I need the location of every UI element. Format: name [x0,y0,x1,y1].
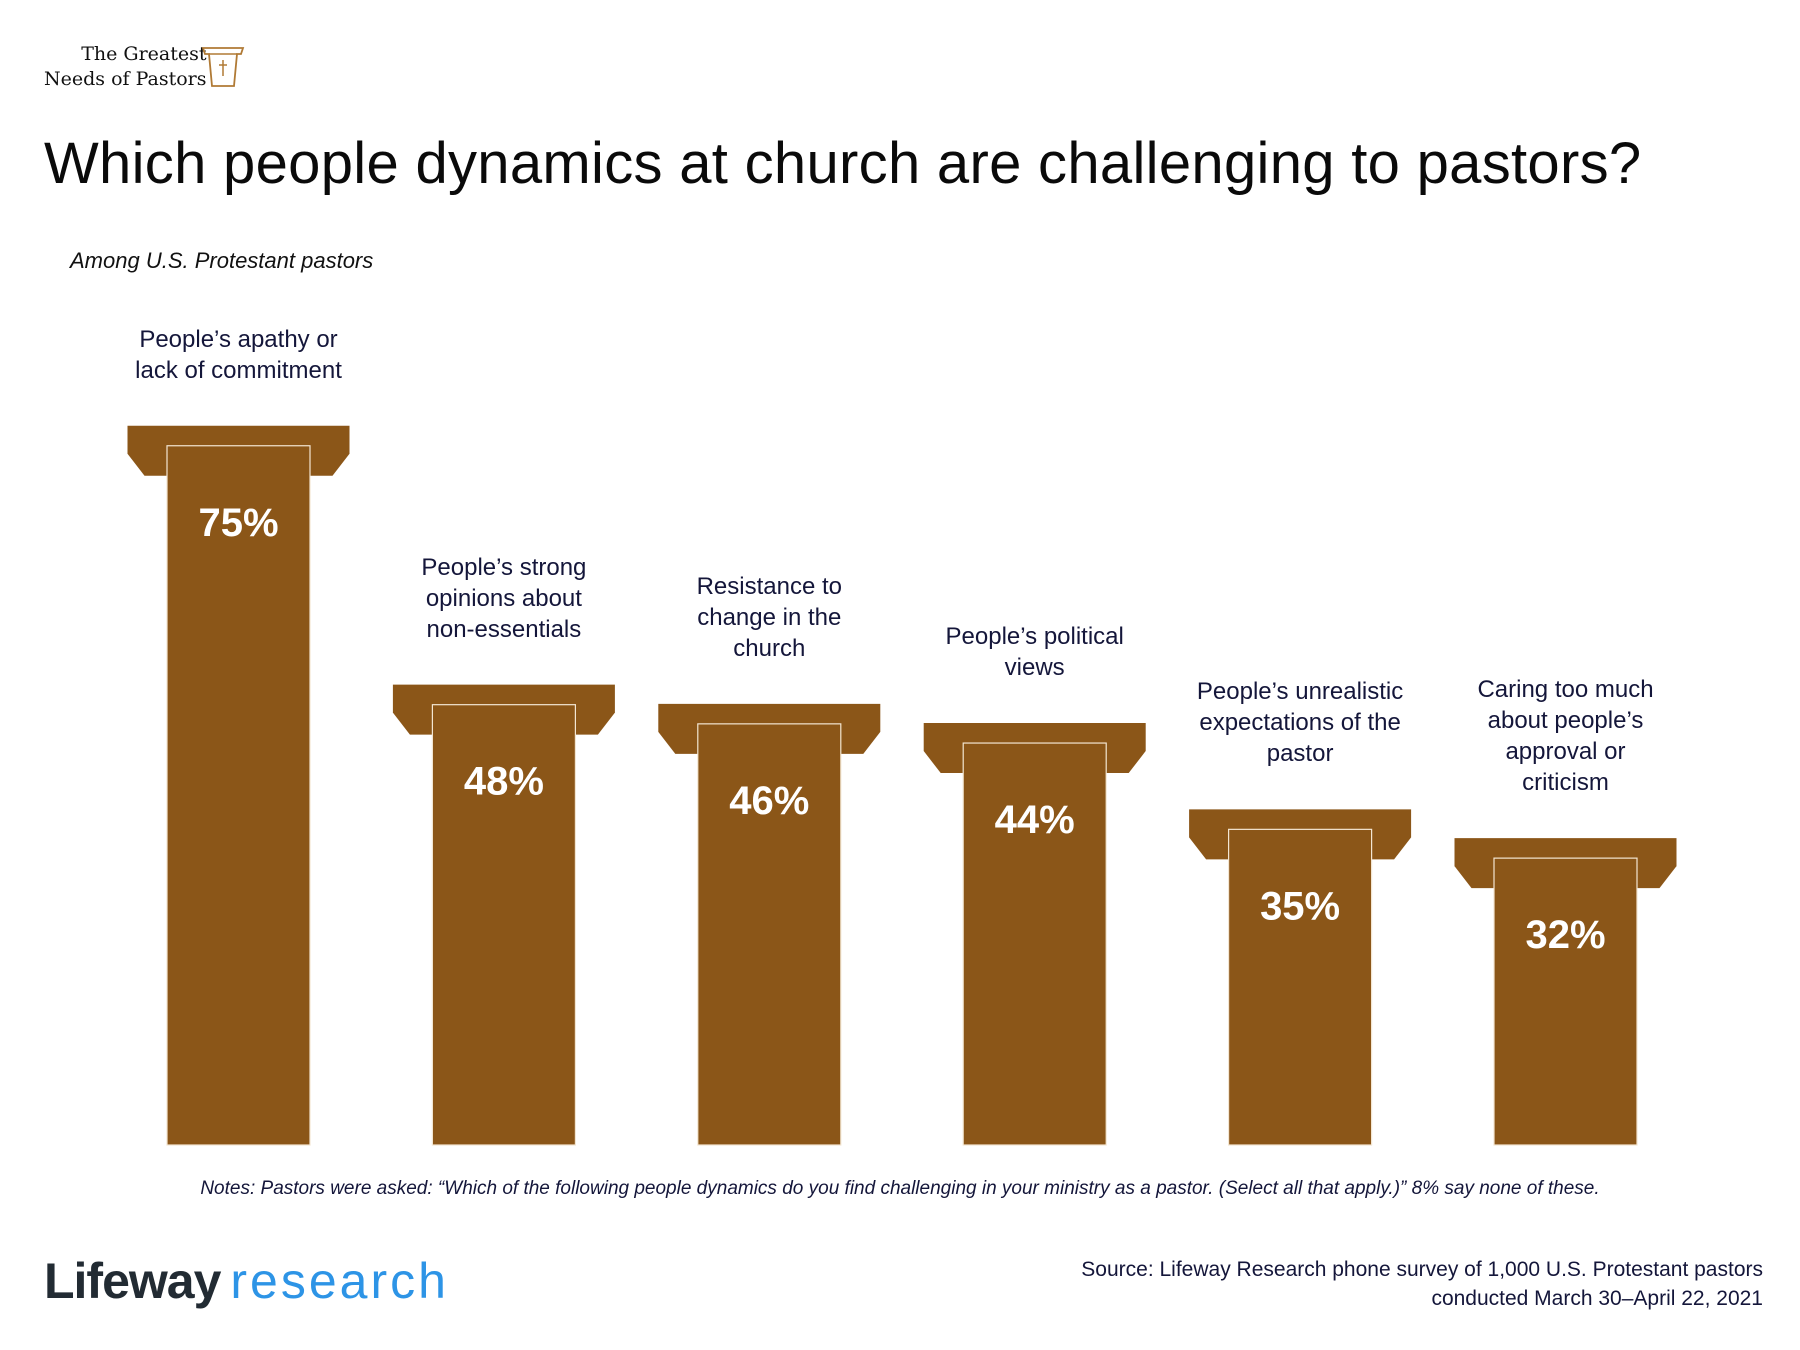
category-label: People’s strong opinions about non-essenti… [374,552,634,645]
value-label: 32% [1525,913,1605,957]
category-label-line: change in the [697,603,842,631]
category-label-line: about people’s [1487,707,1644,735]
category-label-line: expectations of the [1199,709,1401,737]
series-brand: The Greatest Needs of Pastors [44,42,207,92]
bar [1493,857,1638,1146]
category-label-line: People’s apathy or [139,325,338,353]
bar [962,742,1107,1146]
category-label-line: People’s unrealistic [1196,678,1404,706]
source-text: Source: Lifeway Research phone survey of… [1081,1255,1763,1313]
category-label-line: criticism [1522,769,1609,797]
category-label-line: People’s political [945,623,1124,651]
category-label-line: opinions about [425,584,582,612]
chart-notes: Notes: Pastors were asked: “Which of the… [200,1178,1600,1199]
brand-line-1: The Greatest [81,43,207,65]
value-label: 35% [1260,884,1340,928]
value-label: 44% [995,798,1075,842]
category-label: Resistance to change in the church [639,571,899,664]
category-label-line: views [1004,654,1065,682]
category-label-line: People’s strong [421,553,587,581]
lifeway-research-logo: Lifeway research [44,1252,449,1310]
category-label-line: Caring too much [1477,676,1654,704]
category-label-line: pastor [1266,740,1334,768]
bar [431,704,576,1146]
category-label: Caring too much about people’s approval or… [1436,674,1696,798]
brand-line-2: Needs of Pastors [44,68,207,90]
source-line-1: Source: Lifeway Research phone survey of… [1081,1258,1763,1281]
value-label: 75% [198,501,278,545]
category-label-line: lack of commitment [135,356,342,384]
pulpit-icon [201,47,245,87]
source-line-2: conducted March 30–April 22, 2021 [1431,1287,1763,1310]
chart-title: Which people dynamics at church are chal… [44,131,1642,196]
logo-word-lifeway: Lifeway [44,1253,221,1309]
category-label-line: non-essentials [426,615,582,643]
bar [166,445,311,1146]
logo-word-research: research [230,1253,449,1309]
category-label-line: approval or [1505,738,1626,766]
category-label: People’s political views [905,621,1165,683]
value-label: 48% [464,760,544,804]
category-label: People’s unrealistic expectations of the p… [1170,676,1430,769]
category-label: People’s apathy or lack of commitment [109,324,369,386]
bar [1227,828,1373,1146]
category-label-line: Resistance to [696,572,842,600]
category-label-line: church [733,634,806,662]
chart-subtitle: Among U.S. Protestant pastors [70,248,374,273]
bar [697,723,842,1146]
value-label: 46% [729,779,809,823]
